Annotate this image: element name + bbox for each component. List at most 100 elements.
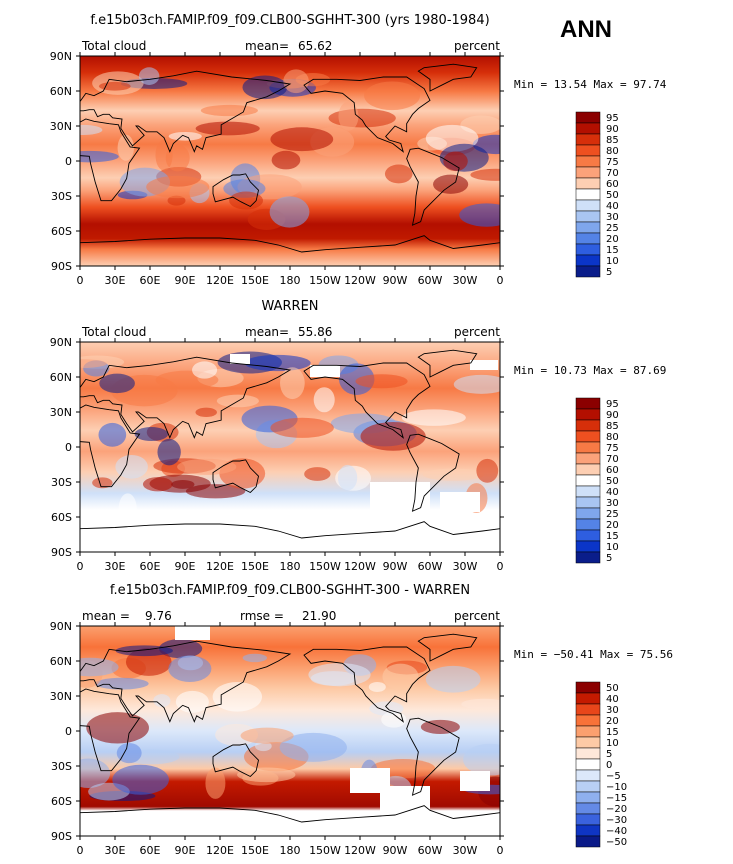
field-patch <box>168 655 212 682</box>
samerica-outline <box>406 147 460 226</box>
greenland-outline <box>417 63 478 92</box>
colorbar-swatch <box>575 452 601 465</box>
eurasia-outline <box>80 640 292 723</box>
field-patch <box>463 743 500 776</box>
lat-tick-label: 90N <box>50 336 72 349</box>
field-patch <box>205 767 226 799</box>
map-field <box>80 626 500 836</box>
lon-tick-label: 30W <box>453 560 478 573</box>
lon-tick-label: 180 <box>280 844 301 857</box>
colorbar-swatch <box>575 529 601 542</box>
field-patch <box>270 127 334 152</box>
colorbar-swatch <box>575 221 601 234</box>
field-patch <box>146 175 210 199</box>
lon-tick-label: 30E <box>105 274 126 287</box>
colorbar-label: 15 <box>606 727 619 738</box>
field-patch <box>269 196 310 228</box>
field-patch <box>360 422 426 451</box>
field-patch <box>244 354 311 372</box>
field-patch <box>459 203 500 227</box>
field-patch <box>157 438 181 466</box>
colorbar-label: 70 <box>606 168 619 179</box>
colorbar-swatch <box>575 681 601 694</box>
colorbar-swatch <box>575 474 601 487</box>
field-patch <box>80 359 107 368</box>
colorbar-swatch <box>575 485 601 498</box>
colorbar-swatch <box>575 210 601 223</box>
panel-title: f.e15b03ch.FAMIP.f09_f09.CLB00-SGHHT-300… <box>90 13 489 28</box>
colorbar-swatch <box>575 813 601 826</box>
field-patch <box>138 67 160 85</box>
colorbar-label: 70 <box>606 454 619 465</box>
colorbar-label: 80 <box>606 146 619 157</box>
colorbar-label: −50 <box>606 837 627 848</box>
lat-tick-label: 60N <box>50 655 72 668</box>
australia-outline <box>212 743 259 778</box>
lon-tick-label: 60W <box>418 844 443 857</box>
colorbar-swatch <box>575 144 601 157</box>
lon-tick-label: 120W <box>344 844 376 857</box>
field-patch <box>422 468 485 481</box>
colorbar-swatch <box>575 736 601 749</box>
colorbar-swatch <box>575 463 601 476</box>
lat-tick-label: 0 <box>65 441 72 454</box>
colorbar-label: −5 <box>606 771 621 782</box>
field-patch <box>271 150 301 170</box>
field-patch <box>115 454 148 479</box>
mean-label: mean = <box>82 609 130 623</box>
lon-tick-label: 90E <box>175 560 196 573</box>
colorbar-label: 20 <box>606 520 619 531</box>
africa-outline <box>80 118 141 202</box>
lat-tick-label: 60S <box>51 511 72 524</box>
lon-tick-label: 0 <box>77 844 84 857</box>
field-patch <box>134 427 169 442</box>
colorbar-swatch <box>575 507 601 520</box>
field-patch <box>80 124 103 136</box>
colorbar-swatch <box>575 122 601 135</box>
lat-tick-label: 30S <box>51 476 72 489</box>
colorbar-label: 20 <box>606 716 619 727</box>
field-patch <box>242 75 288 100</box>
greenland-outline <box>417 633 478 662</box>
colorbar-label: 5 <box>606 749 612 760</box>
colorbar-label: 15 <box>606 245 619 256</box>
colorbar-label: 30 <box>606 498 619 509</box>
min-max-label: Min = 13.54 Max = 97.74 <box>514 78 667 91</box>
field-patch <box>384 164 413 184</box>
antarctica-outline <box>80 805 500 836</box>
colorbar-swatch <box>575 111 601 124</box>
lon-tick-label: 120E <box>206 844 234 857</box>
lat-tick-label: 60N <box>50 371 72 384</box>
field-patch <box>118 493 137 525</box>
lon-tick-label: 90W <box>383 274 408 287</box>
min-max-label: Min = 10.73 Max = 87.69 <box>514 364 666 377</box>
colorbar-swatch <box>575 791 601 804</box>
lat-tick-label: 90S <box>51 260 72 273</box>
map-panel-obs: WARREN Total cloud mean= 55.86 percent 90N 60N… <box>50 299 667 573</box>
mean-label: mean= <box>245 325 289 339</box>
mean-value: 9.76 <box>145 609 172 623</box>
lat-tick-label: 30N <box>50 406 72 419</box>
colorbar-swatch <box>575 518 601 531</box>
colorbar-label: 95 <box>606 399 619 410</box>
colorbar-swatch <box>575 419 601 432</box>
antarctica-outline <box>80 235 500 266</box>
colorbar-swatch <box>575 714 601 727</box>
field-patch <box>155 139 173 171</box>
colorbar-label: 20 <box>606 234 619 245</box>
field-label: Total cloud <box>81 325 146 339</box>
lon-tick-label: 150E <box>241 560 269 573</box>
lon-tick-label: 150E <box>241 274 269 287</box>
colorbar-label: 50 <box>606 683 619 694</box>
lon-tick-label: 0 <box>77 560 84 573</box>
field-patch <box>453 374 500 394</box>
field-patch <box>364 81 421 111</box>
colorbar-label: 80 <box>606 432 619 443</box>
field-patch <box>171 479 195 489</box>
lat-tick-label: 30N <box>50 690 72 703</box>
colorbar-swatch <box>575 441 601 454</box>
field-patch <box>280 367 305 400</box>
colorbar-swatch <box>575 155 601 168</box>
field-patch <box>313 387 335 413</box>
field-label: Total cloud <box>81 39 146 53</box>
